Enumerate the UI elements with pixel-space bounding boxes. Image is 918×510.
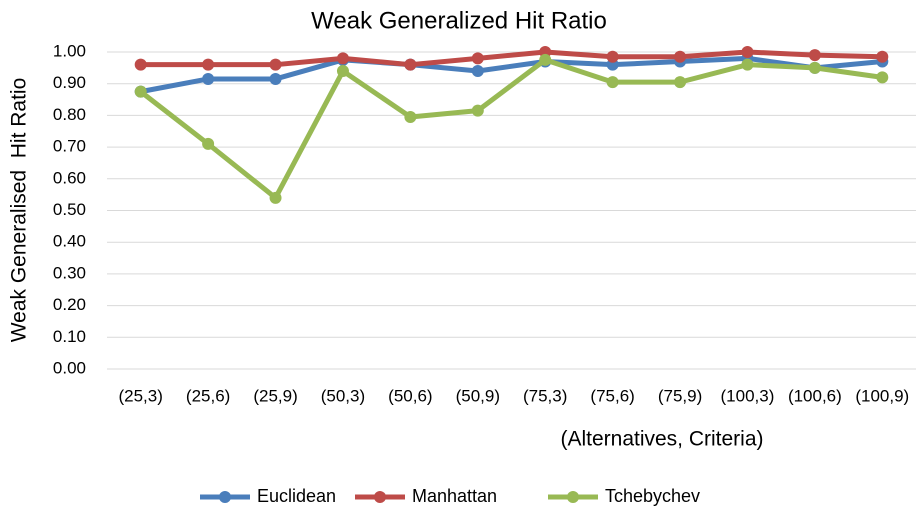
x-tick-label: (50,3) [321, 386, 365, 405]
data-point [336, 65, 349, 78]
data-point [404, 110, 417, 123]
legend-marker [374, 491, 386, 503]
x-tick-label: (25,6) [186, 386, 230, 405]
x-tick-label: (75,9) [658, 386, 702, 405]
data-point [674, 50, 687, 63]
x-tick-label: (50,9) [456, 386, 500, 405]
x-tick-label: (100,3) [721, 386, 775, 405]
chart-title: Weak Generalized Hit Ratio [311, 7, 607, 34]
data-point [471, 104, 484, 117]
x-tick-label: (25,9) [253, 386, 297, 405]
x-tick-label: (25,3) [118, 386, 162, 405]
y-axis-title: Weak Generalised Hit Ratio [8, 78, 31, 343]
x-axis-title: (Alternatives, Criteria) [560, 428, 763, 451]
data-point [539, 53, 552, 66]
y-tick-label: 0.60 [53, 168, 86, 187]
x-tick-label: (50,6) [388, 386, 432, 405]
x-tick-label: (100,6) [788, 386, 842, 405]
legend-label: Euclidean [257, 486, 336, 506]
series-line [140, 49, 883, 68]
data-point [808, 49, 821, 62]
x-tick-label: (100,9) [855, 386, 909, 405]
y-tick-label: 0.90 [53, 73, 86, 92]
legend-marker [567, 491, 579, 503]
legend-label: Manhattan [412, 486, 497, 506]
series-line [139, 57, 883, 201]
x-tick-label: (75,6) [590, 386, 634, 405]
data-point [336, 52, 349, 65]
y-tick-label: 0.10 [53, 327, 86, 346]
data-point [269, 58, 282, 71]
data-point [471, 65, 484, 78]
y-tick-label: 0.40 [53, 232, 86, 251]
data-point [876, 71, 889, 84]
y-tick-label: 0.80 [53, 105, 86, 124]
data-point [741, 58, 754, 71]
data-point [404, 58, 417, 71]
data-point [606, 76, 619, 89]
data-point [471, 52, 484, 65]
legend-marker [219, 491, 231, 503]
legend-label: Tchebychev [605, 486, 700, 506]
data-point [876, 50, 889, 63]
data-point [674, 76, 687, 89]
data-point [741, 46, 754, 58]
series-line [140, 55, 883, 95]
data-point [202, 72, 215, 85]
data-point [808, 61, 821, 74]
data-point [134, 58, 147, 71]
data-point [606, 50, 619, 63]
data-point [269, 72, 282, 85]
y-tick-label: 0.00 [53, 358, 86, 377]
y-tick-label: 0.30 [53, 263, 86, 282]
x-tick-label: (75,3) [523, 386, 567, 405]
data-point [269, 191, 282, 204]
y-tick-label: 0.70 [53, 137, 86, 156]
y-tick-label: 1.00 [53, 41, 86, 60]
y-tick-label: 0.50 [53, 200, 86, 219]
data-point [134, 85, 147, 98]
data-point [202, 137, 215, 150]
data-point [202, 58, 215, 71]
y-tick-label: 0.20 [53, 295, 86, 314]
